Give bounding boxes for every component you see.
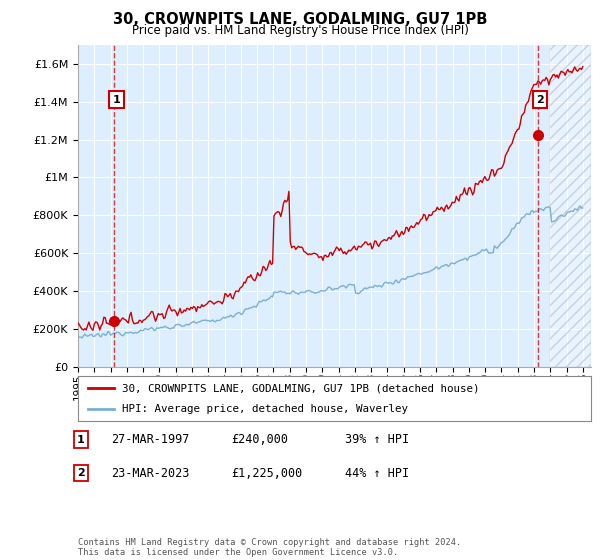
- Bar: [550, 45, 591, 367]
- Text: HPI: Average price, detached house, Waverley: HPI: Average price, detached house, Wave…: [122, 404, 407, 414]
- Text: 1: 1: [77, 435, 85, 445]
- Text: 44% ↑ HPI: 44% ↑ HPI: [345, 466, 409, 480]
- Text: 2: 2: [77, 468, 85, 478]
- Text: £240,000: £240,000: [231, 433, 288, 446]
- Text: 1: 1: [113, 95, 121, 105]
- Text: 27-MAR-1997: 27-MAR-1997: [111, 433, 190, 446]
- Text: 30, CROWNPITS LANE, GODALMING, GU7 1PB (detached house): 30, CROWNPITS LANE, GODALMING, GU7 1PB (…: [122, 384, 479, 394]
- Text: 2: 2: [536, 95, 544, 105]
- Text: Contains HM Land Registry data © Crown copyright and database right 2024.
This d: Contains HM Land Registry data © Crown c…: [78, 538, 461, 557]
- Text: 39% ↑ HPI: 39% ↑ HPI: [345, 433, 409, 446]
- Text: £1,225,000: £1,225,000: [231, 466, 302, 480]
- Text: 23-MAR-2023: 23-MAR-2023: [111, 466, 190, 480]
- Text: 30, CROWNPITS LANE, GODALMING, GU7 1PB: 30, CROWNPITS LANE, GODALMING, GU7 1PB: [113, 12, 487, 27]
- Text: Price paid vs. HM Land Registry's House Price Index (HPI): Price paid vs. HM Land Registry's House …: [131, 24, 469, 36]
